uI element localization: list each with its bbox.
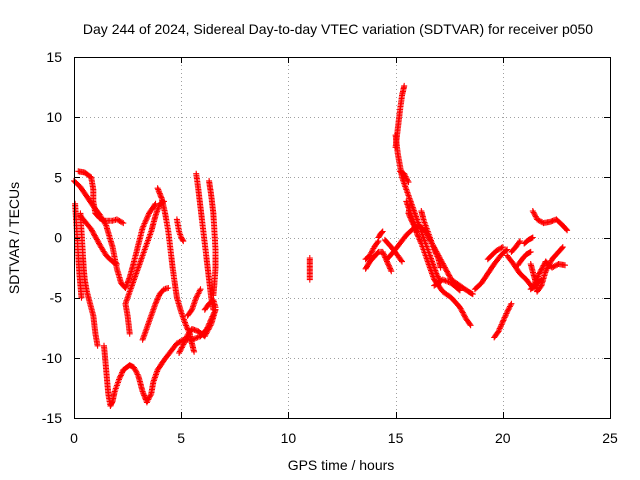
marker-path (173, 216, 187, 245)
arc (176, 306, 219, 356)
marker-path (101, 306, 219, 409)
series-2 (362, 82, 476, 329)
marker-path (72, 200, 85, 301)
arc (405, 198, 420, 235)
marker-path (542, 258, 568, 271)
arc (521, 234, 536, 247)
arc (396, 168, 412, 186)
x-axis-label: GPS time / hours (288, 457, 395, 473)
marker-path (206, 177, 219, 299)
x-tick-label: 0 (70, 430, 78, 446)
marker-path (529, 208, 571, 234)
marker-path (418, 208, 444, 271)
y-tick-label: -15 (42, 410, 62, 426)
arc (514, 248, 534, 269)
series-0 (71, 168, 219, 409)
marker-path (527, 276, 545, 293)
axis-ticks: 0 5 10 15 20 25 -15 -10 -5 0 5 10 15 (42, 49, 618, 446)
y-tick-label: -5 (50, 290, 63, 306)
data-points (71, 82, 571, 409)
arc (122, 198, 167, 337)
marker-path (75, 168, 127, 227)
arc (173, 216, 187, 245)
arc (72, 200, 85, 301)
x-tick-label: 15 (388, 430, 404, 446)
marker-path (514, 248, 534, 269)
marker-path (184, 286, 204, 319)
arc (529, 208, 571, 234)
series-3 (471, 208, 571, 341)
marker-path (306, 255, 313, 283)
arc (491, 300, 515, 341)
marker-path (491, 300, 515, 341)
marker-path (77, 212, 120, 267)
arc (201, 297, 219, 313)
marker-path (375, 228, 386, 241)
marker-path (139, 285, 172, 343)
marker-path (527, 244, 566, 295)
marker-path (471, 246, 511, 293)
arc (75, 168, 127, 227)
chart-title: Day 244 of 2024, Sidereal Day-to-day VTE… (83, 21, 593, 37)
marker-path (362, 238, 382, 263)
marker-path (508, 238, 523, 255)
x-tick-label: 10 (281, 430, 297, 446)
y-tick-label: 0 (54, 230, 62, 246)
arc (375, 228, 386, 241)
arc (184, 286, 204, 319)
x-tick-label: 5 (177, 430, 185, 446)
arc (542, 258, 568, 271)
arc (431, 276, 463, 294)
arc (527, 244, 566, 295)
marker-path (176, 306, 219, 356)
arc (139, 285, 172, 343)
arc (527, 276, 545, 293)
marker-path (122, 198, 167, 337)
arc (77, 212, 120, 267)
y-tick-label: 15 (46, 49, 62, 65)
x-tick-label: 25 (602, 430, 618, 446)
y-tick-label: -10 (42, 350, 62, 366)
arc (508, 238, 523, 255)
marker-path (521, 234, 536, 247)
marker-path (484, 244, 506, 263)
arc (484, 244, 506, 263)
marker-path (201, 297, 219, 313)
x-tick-label: 20 (495, 430, 511, 446)
arc (206, 177, 219, 299)
y-tick-label: 5 (54, 169, 62, 185)
arc (418, 208, 444, 271)
marker-path (193, 170, 217, 313)
arc (471, 246, 511, 293)
y-tick-label: 10 (46, 109, 62, 125)
marker-path (405, 198, 420, 235)
marker-path (431, 276, 463, 294)
marker-path (396, 168, 412, 186)
arc (306, 255, 313, 283)
y-axis-label: SDTVAR / TECUs (6, 182, 22, 294)
arc (193, 170, 217, 313)
series-1 (306, 255, 313, 283)
arc (101, 306, 219, 409)
arc (362, 238, 382, 263)
